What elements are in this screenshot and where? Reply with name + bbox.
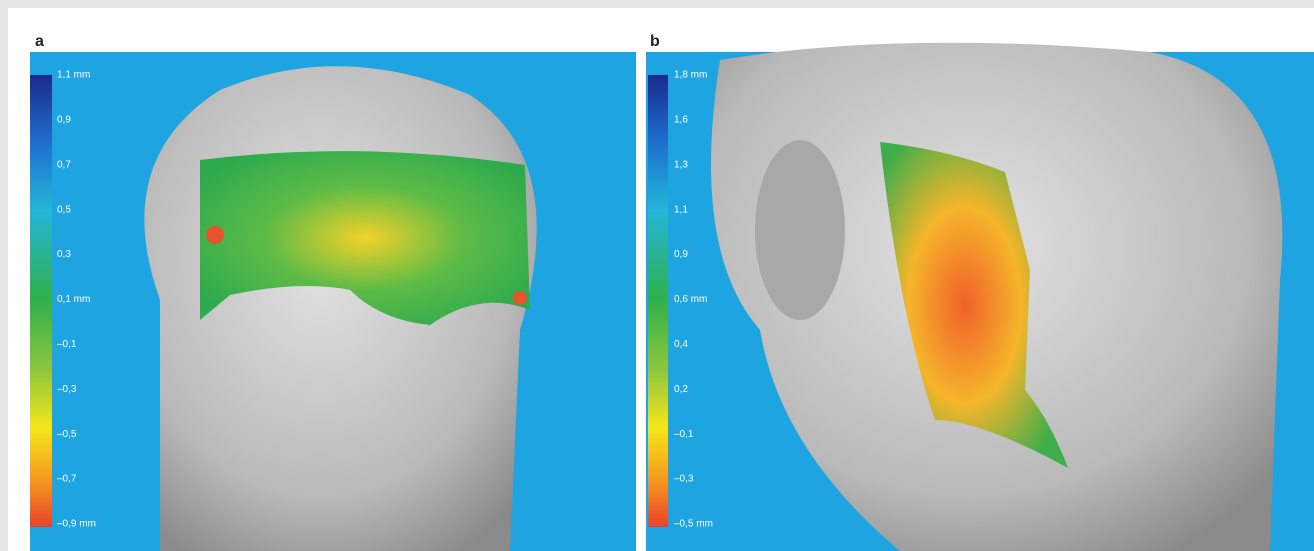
color-bar xyxy=(648,75,668,527)
scale-label: 0,3 xyxy=(57,249,71,260)
scale-label: –0,7 xyxy=(57,474,77,485)
scale-label: 0,2 xyxy=(674,384,688,395)
scale-label: 0,1 mm xyxy=(57,294,90,305)
scale-label: 0,7 xyxy=(57,159,71,170)
scale-label: 0,9 xyxy=(674,249,688,260)
figure: a 1,1 mm 0,9 0,7 0,5 0,3 0,1 mm –0,1 –0,3 –0,5 –0,… xyxy=(0,0,1314,551)
scale-label: –0,5 mm xyxy=(674,519,713,530)
hotspot xyxy=(206,226,224,244)
scale-label: –0,3 xyxy=(57,384,77,395)
scale-label: 0,4 xyxy=(674,339,688,350)
scale-label: –0,9 mm xyxy=(57,519,96,530)
scale-label: 0,9 xyxy=(57,115,71,126)
scale-label: –0,5 xyxy=(57,429,77,440)
scale-label: 0,5 xyxy=(57,204,71,215)
scale-label: 1,8 mm xyxy=(674,70,707,81)
page: a 1,1 mm 0,9 0,7 0,5 0,3 0,1 mm –0,1 –0,3 –0,5 –0,… xyxy=(0,0,1314,551)
color-bar xyxy=(30,75,52,527)
scale-label: 1,1 xyxy=(674,204,688,215)
scale-label: –0,3 xyxy=(674,474,694,485)
hotspot xyxy=(513,291,527,305)
panel-label: a xyxy=(35,33,44,50)
ear xyxy=(755,140,845,320)
panel-label: b xyxy=(650,33,660,50)
scale-label: 1,6 xyxy=(674,115,688,126)
scale-label: –0,1 xyxy=(674,429,694,440)
scale-label: 0,6 mm xyxy=(674,294,707,305)
scale-label: 1,1 mm xyxy=(57,70,90,81)
scale-label: 1,3 xyxy=(674,159,688,170)
scale-label: –0,1 xyxy=(57,339,77,350)
